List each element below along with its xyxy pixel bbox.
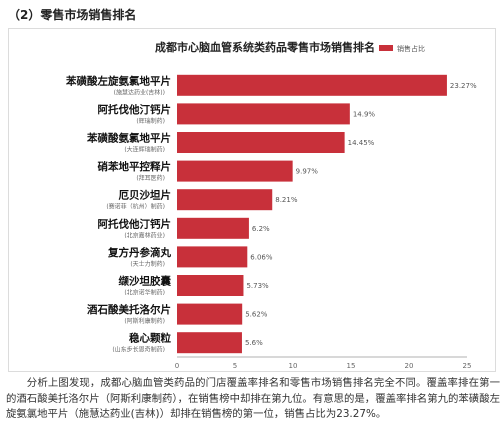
category-label: 苯磺酸氨氯地平片 xyxy=(86,132,171,145)
category-maker-label: (施慧达药业(吉林)) xyxy=(114,88,165,96)
bar xyxy=(177,303,243,325)
analysis-paragraph: 分析上图发现，成都心脑血管类药品的门店覆盖率排名和零售市场销售排名完全不同。覆盖… xyxy=(6,377,500,420)
category-maker-label: (辉瑞制药) xyxy=(136,117,165,125)
bar xyxy=(177,160,293,182)
category-label: 厄贝沙坦片 xyxy=(119,189,172,202)
bar-value-label: 23.27% xyxy=(450,82,477,90)
category-maker-label: (赛诺菲（杭州）制药) xyxy=(106,203,165,211)
category-maker-label: (北京诺华制药) xyxy=(124,289,165,297)
category-maker-label: (北京嘉林药业) xyxy=(124,231,165,239)
bar xyxy=(177,246,248,268)
bar-value-label: 5.73% xyxy=(246,282,269,290)
bar-series: 23.27%苯磺酸左旋氨氯地平片(施慧达药业(吉林))14.9%阿托伐他汀钙片(… xyxy=(65,74,477,353)
bar-chart: 成都市心脑血管系统类药品零售市场销售排名 销售占比 23.27% 苯磺酸左旋氨氯地… xyxy=(65,40,477,370)
category-label: 稳心颗粒 xyxy=(129,332,171,345)
bar-value-label: 6.2% xyxy=(252,225,270,233)
category-label: 阿托伐他汀钙片 xyxy=(98,217,172,230)
x-tick-label: 20 xyxy=(405,362,414,370)
bar xyxy=(177,132,345,153)
x-tick-label: 15 xyxy=(347,362,356,370)
chart-panel: 成都市心脑血管系统类药品零售市场销售排名 销售占比 23.27% 苯磺酸左旋氨氯地… xyxy=(8,28,496,372)
bar-value-label: 5.6% xyxy=(245,339,263,347)
bar xyxy=(177,103,350,125)
x-axis-ticks: 0 5 10 15 20 25 xyxy=(175,362,472,370)
category-label: 复方丹参滴丸 xyxy=(107,246,171,259)
bar-value-label: 5.62% xyxy=(245,311,268,319)
bar-value-label: 8.21% xyxy=(275,196,298,204)
legend-swatch xyxy=(379,45,393,51)
legend-label: 销售占比 xyxy=(397,44,425,53)
bar-value-label: 6.06% xyxy=(250,253,273,261)
category-label: 阿托伐他汀钙片 xyxy=(98,103,172,116)
category-maker-label: (大连辉瑞制药) xyxy=(124,146,165,154)
bar xyxy=(177,74,447,96)
x-tick-label: 10 xyxy=(289,362,298,370)
bar xyxy=(177,275,244,296)
chart-title: 成都市心脑血管系统类药品零售市场销售排名 xyxy=(155,40,375,54)
category-maker-label: (山东步长恩奇制药) xyxy=(112,346,165,354)
x-tick-label: 25 xyxy=(463,362,472,370)
bar xyxy=(177,217,249,239)
category-label: 缬沙坦胶囊 xyxy=(119,275,172,288)
bar-value-label: 14.45% xyxy=(348,139,375,147)
section-heading: （2）零售市场销售排名 xyxy=(8,8,137,22)
bar xyxy=(177,189,273,211)
bar-value-label: 9.97% xyxy=(296,168,319,176)
category-label: 苯磺酸左旋氨氯地平片 xyxy=(65,74,171,87)
x-tick-label: 0 xyxy=(175,362,179,370)
category-maker-label: (拜耳医药) xyxy=(136,174,165,182)
x-tick-label: 5 xyxy=(233,362,237,370)
category-label: 酒石酸美托洛尔片 xyxy=(87,303,171,316)
category-label: 硝苯地平控释片 xyxy=(98,160,172,173)
bar xyxy=(177,332,242,354)
category-maker-label: (天士力制药) xyxy=(130,260,165,268)
bar-value-label: 14.9% xyxy=(353,110,376,118)
category-maker-label: (阿斯利康制药) xyxy=(124,317,165,325)
